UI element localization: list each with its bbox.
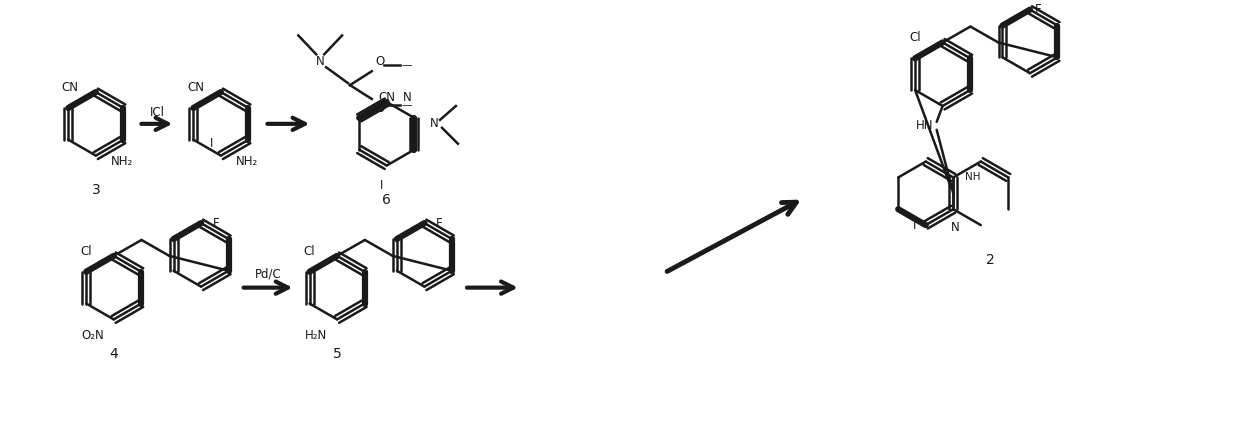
Text: ICl: ICl bbox=[150, 107, 165, 119]
Text: NH: NH bbox=[965, 172, 981, 182]
Text: I: I bbox=[912, 219, 916, 232]
Text: —: — bbox=[401, 100, 413, 110]
Text: CN: CN bbox=[378, 91, 395, 104]
Text: H₂N: H₂N bbox=[305, 329, 327, 342]
Text: Cl: Cl bbox=[909, 31, 921, 45]
Text: NH₂: NH₂ bbox=[112, 155, 134, 168]
Text: N: N bbox=[430, 117, 439, 131]
Text: O: O bbox=[375, 102, 385, 115]
Text: NH₂: NH₂ bbox=[237, 155, 259, 168]
Text: CN: CN bbox=[187, 81, 204, 94]
Text: N: N bbox=[950, 221, 960, 234]
Text: CN: CN bbox=[62, 81, 79, 94]
Text: HN: HN bbox=[916, 119, 934, 132]
Text: 5: 5 bbox=[333, 347, 342, 361]
Text: Cl: Cl bbox=[304, 245, 316, 258]
Text: —: — bbox=[401, 60, 413, 70]
Text: I: I bbox=[380, 179, 383, 193]
Text: O: O bbox=[375, 55, 385, 68]
Text: 4: 4 bbox=[109, 347, 118, 361]
Text: 6: 6 bbox=[383, 193, 392, 207]
Text: 2: 2 bbox=[986, 253, 995, 267]
Text: 3: 3 bbox=[92, 183, 100, 197]
Text: F: F bbox=[436, 217, 444, 229]
Text: F: F bbox=[1036, 3, 1042, 16]
Text: I: I bbox=[209, 137, 213, 150]
Text: N: N bbox=[403, 91, 411, 104]
Text: N: N bbox=[316, 55, 325, 68]
Text: F: F bbox=[213, 217, 219, 229]
Text: Cl: Cl bbox=[81, 245, 92, 258]
Text: O₂N: O₂N bbox=[81, 329, 104, 342]
Text: Pd/C: Pd/C bbox=[255, 267, 281, 280]
